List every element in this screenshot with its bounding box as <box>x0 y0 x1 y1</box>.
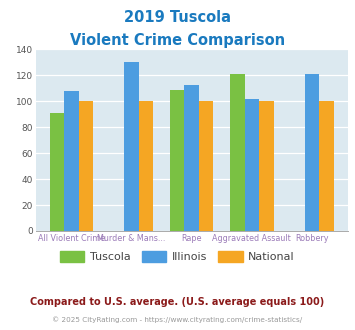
Bar <box>259 101 274 231</box>
Text: 2019 Tuscola: 2019 Tuscola <box>124 10 231 25</box>
Bar <box>170 90 185 231</box>
Bar <box>50 113 64 231</box>
Bar <box>319 101 334 231</box>
Text: Compared to U.S. average. (U.S. average equals 100): Compared to U.S. average. (U.S. average … <box>31 297 324 307</box>
Text: Violent Crime Comparison: Violent Crime Comparison <box>70 33 285 48</box>
Bar <box>199 101 213 231</box>
Bar <box>185 84 199 231</box>
Bar <box>124 62 139 231</box>
Bar <box>64 91 78 231</box>
Legend: Tuscola, Illinois, National: Tuscola, Illinois, National <box>56 247 299 267</box>
Bar <box>78 101 93 231</box>
Bar <box>230 74 245 231</box>
Bar <box>305 74 319 231</box>
Text: © 2025 CityRating.com - https://www.cityrating.com/crime-statistics/: © 2025 CityRating.com - https://www.city… <box>53 317 302 323</box>
Bar <box>245 99 259 231</box>
Bar <box>139 101 153 231</box>
